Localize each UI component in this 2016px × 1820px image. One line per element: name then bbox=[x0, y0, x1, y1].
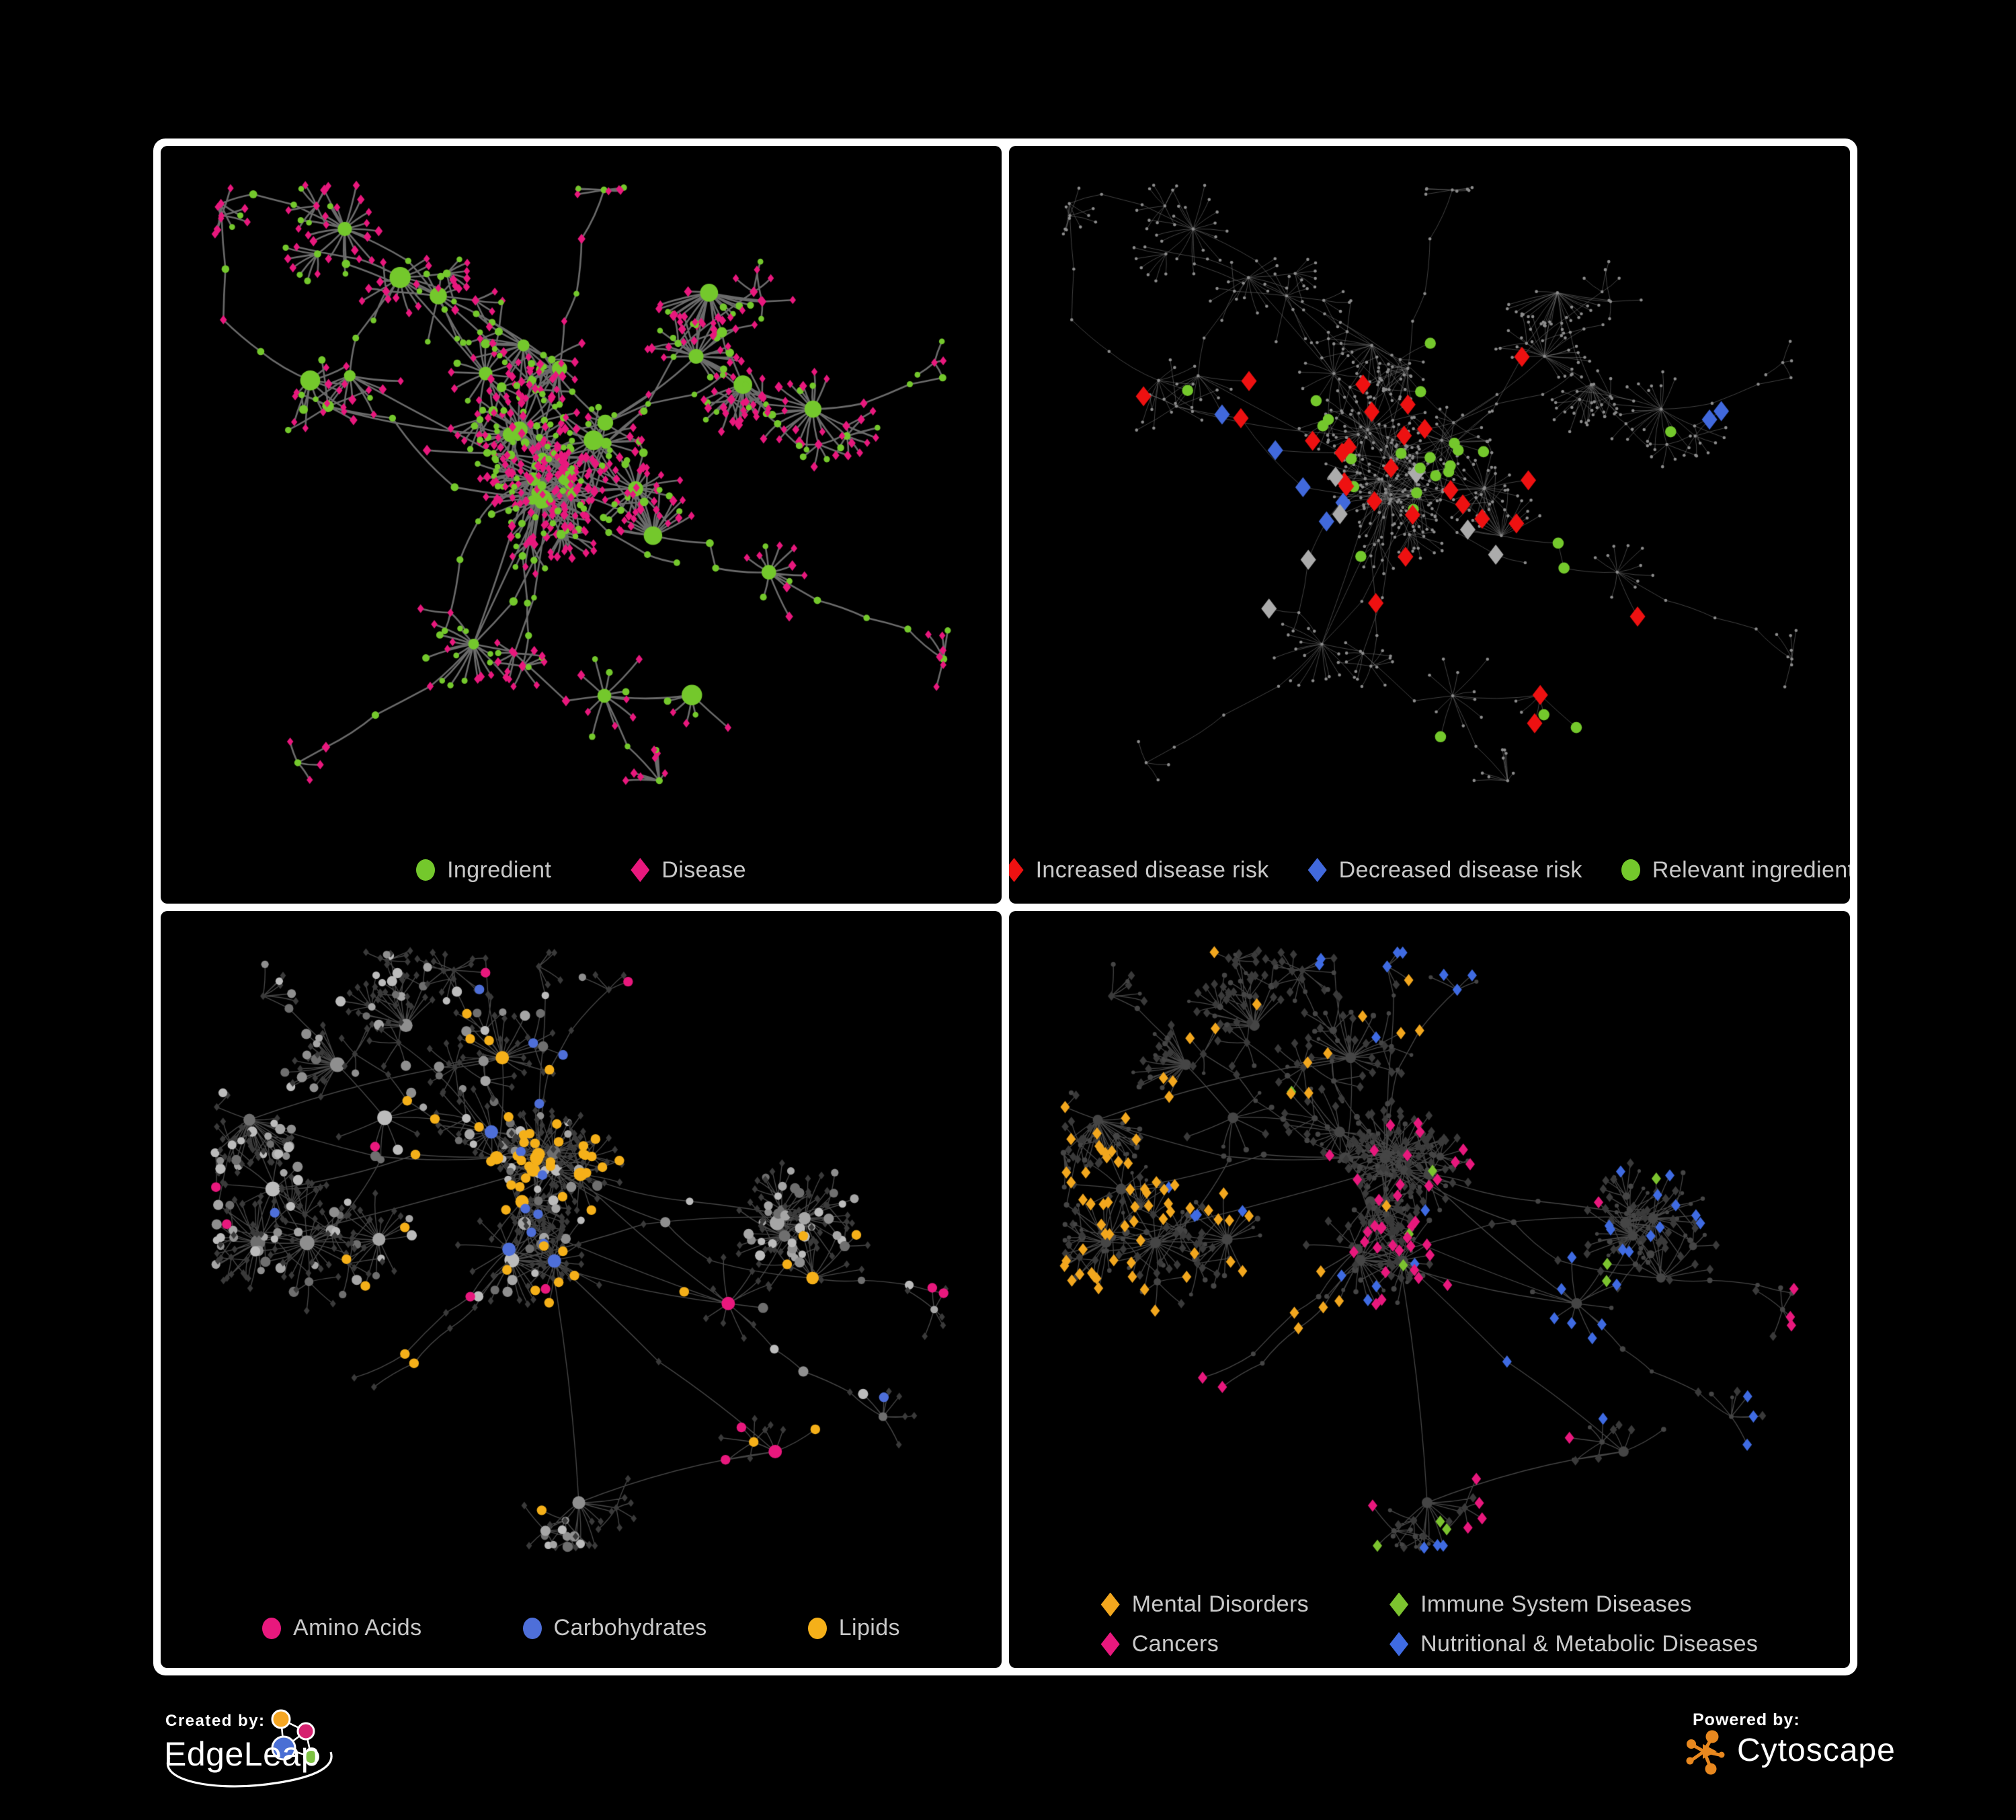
legend-item: Cancers bbox=[1100, 1631, 1219, 1657]
cytoscape-logo-icon bbox=[1686, 1730, 1725, 1775]
legend-label: Lipids bbox=[838, 1615, 900, 1640]
legend-label: Increased disease risk bbox=[1035, 857, 1269, 883]
panel-grid: Ingredient Disease Increased disease risk… bbox=[153, 139, 1857, 1675]
legend-label: Cancers bbox=[1131, 1631, 1219, 1657]
circle-marker-icon bbox=[1621, 859, 1640, 881]
network-canvas bbox=[1009, 146, 1850, 904]
legend-item: Carbohydrates bbox=[522, 1615, 707, 1641]
diamond-marker-icon bbox=[1100, 1632, 1120, 1657]
legend-item: Amino Acids bbox=[262, 1615, 421, 1641]
created-by-label: Created by: bbox=[165, 1712, 266, 1730]
cytoscape-brand-text: Cytoscape bbox=[1737, 1733, 1896, 1768]
legend-item: Relevant ingredient bbox=[1621, 857, 1850, 883]
panel-ingredient-disease-network: Ingredient Disease bbox=[161, 146, 1002, 904]
created-by-block: Created by: EdgeLeap bbox=[164, 1708, 359, 1809]
panel-disease-risk-network: Increased disease risk Decreased disease … bbox=[1009, 146, 1850, 904]
panel-compound-class-network: Amino Acids Carbohydrates Lipids bbox=[161, 910, 1002, 1668]
powered-by-block: Powered by: Cytoscape bbox=[1683, 1708, 1952, 1809]
legend: Ingredient Disease bbox=[161, 857, 1002, 883]
legend-item: Decreased disease risk bbox=[1307, 857, 1582, 883]
edgeleap-logo-icon bbox=[167, 1709, 333, 1788]
network-canvas bbox=[161, 910, 1002, 1668]
diamond-marker-icon bbox=[1100, 1592, 1120, 1617]
legend-label: Amino Acids bbox=[293, 1615, 422, 1640]
diamond-marker-icon bbox=[1389, 1592, 1409, 1617]
legend-label: Carbohydrates bbox=[553, 1615, 707, 1640]
legend-label: Mental Disorders bbox=[1131, 1591, 1309, 1617]
legend-item: Ingredient bbox=[416, 857, 551, 883]
panel-disease-class-network: Mental Disorders Immune System Diseases Ca… bbox=[1009, 910, 1850, 1668]
diamond-marker-icon bbox=[631, 858, 650, 882]
legend-label: Nutritional & Metabolic Diseases bbox=[1420, 1631, 1759, 1657]
network-canvas bbox=[161, 146, 1002, 904]
legend-label: Relevant ingredient bbox=[1652, 857, 1850, 883]
legend: Mental Disorders Immune System Diseases Ca… bbox=[1009, 1591, 1850, 1657]
legend-item: Increased disease risk bbox=[1009, 857, 1269, 883]
diamond-marker-icon bbox=[1389, 1632, 1409, 1657]
legend-label: Ingredient bbox=[447, 857, 552, 883]
legend-label: Immune System Diseases bbox=[1420, 1591, 1692, 1617]
legend-item: Nutritional & Metabolic Diseases bbox=[1389, 1631, 1758, 1657]
circle-marker-icon bbox=[522, 1617, 542, 1639]
network-canvas bbox=[1009, 910, 1850, 1668]
circle-marker-icon bbox=[262, 1617, 282, 1639]
diamond-marker-icon bbox=[1009, 858, 1024, 882]
powered-by-label: Powered by: bbox=[1693, 1710, 1800, 1729]
legend-item: Mental Disorders bbox=[1100, 1591, 1309, 1618]
edgeleap-brand-text: EdgeLeap bbox=[164, 1735, 321, 1773]
legend: Increased disease risk Decreased disease … bbox=[1009, 857, 1850, 883]
circle-marker-icon bbox=[416, 859, 436, 881]
legend-item: Disease bbox=[631, 857, 746, 883]
circle-marker-icon bbox=[807, 1617, 827, 1639]
legend-label: Decreased disease risk bbox=[1338, 857, 1582, 883]
legend-label: Disease bbox=[661, 857, 746, 883]
legend: Amino Acids Carbohydrates Lipids bbox=[161, 1615, 1002, 1641]
legend-item: Lipids bbox=[807, 1615, 900, 1641]
diamond-marker-icon bbox=[1307, 858, 1327, 882]
legend-item: Immune System Diseases bbox=[1389, 1591, 1692, 1618]
